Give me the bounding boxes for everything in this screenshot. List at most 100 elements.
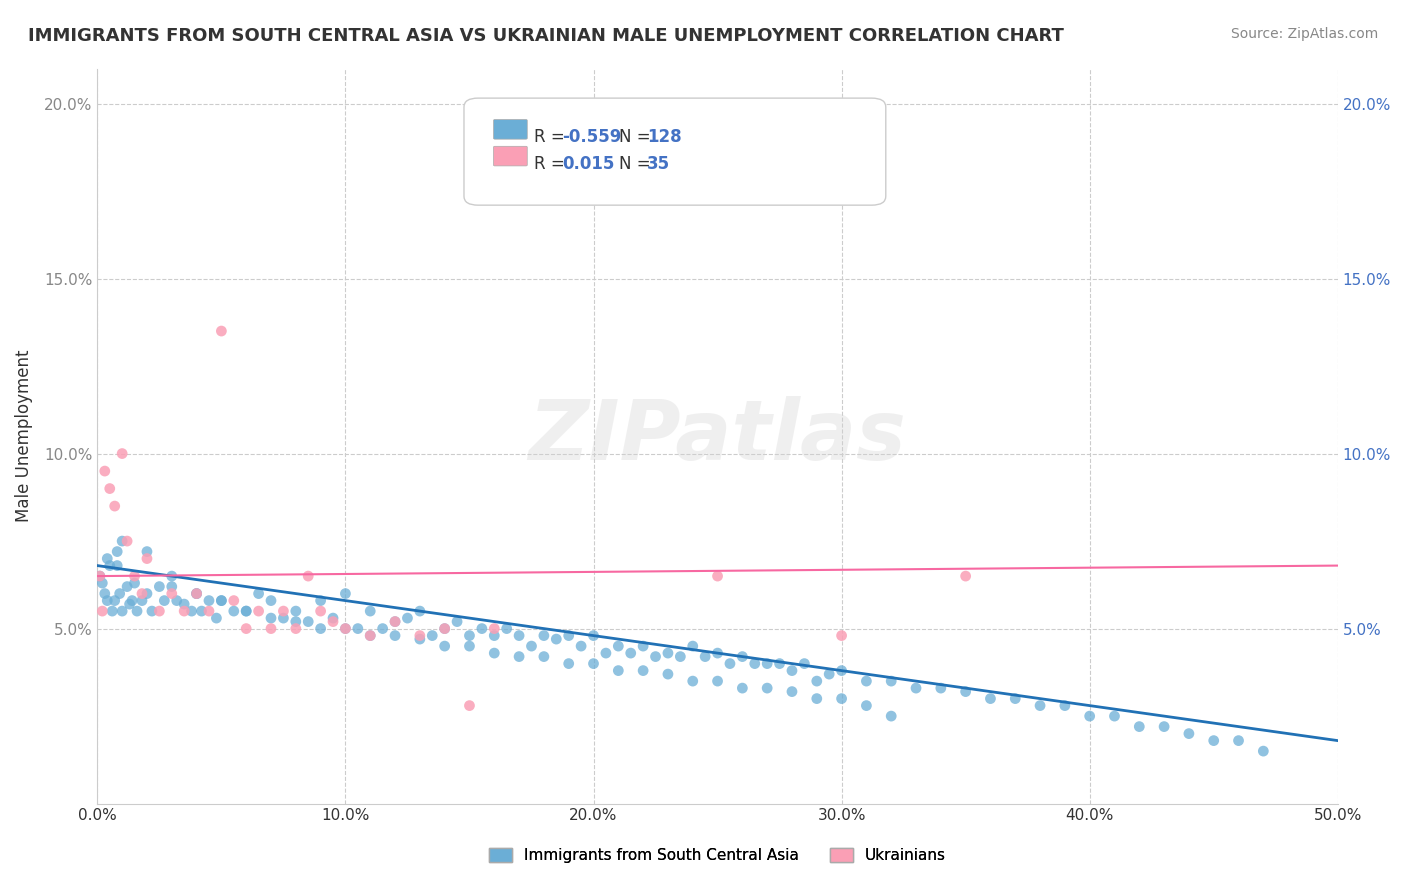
Point bbox=[929, 681, 952, 695]
Point bbox=[484, 646, 506, 660]
Point bbox=[1053, 698, 1076, 713]
Point bbox=[855, 698, 877, 713]
Point bbox=[131, 593, 153, 607]
Point bbox=[744, 657, 766, 671]
Point bbox=[695, 649, 717, 664]
Point bbox=[706, 646, 728, 660]
Point bbox=[657, 667, 679, 681]
Point bbox=[198, 593, 221, 607]
Text: N =: N = bbox=[619, 155, 655, 173]
Point bbox=[458, 629, 481, 643]
Point bbox=[458, 639, 481, 653]
Point bbox=[284, 615, 307, 629]
Point bbox=[94, 586, 117, 600]
Point bbox=[284, 622, 307, 636]
Point bbox=[793, 657, 815, 671]
Point bbox=[768, 657, 790, 671]
Point bbox=[706, 674, 728, 689]
Point bbox=[173, 604, 195, 618]
Point bbox=[384, 629, 406, 643]
Point bbox=[780, 664, 803, 678]
Point bbox=[371, 622, 394, 636]
Point bbox=[420, 629, 443, 643]
Point bbox=[190, 604, 212, 618]
Point bbox=[682, 674, 704, 689]
Point bbox=[148, 604, 170, 618]
Point bbox=[247, 604, 270, 618]
Point bbox=[1202, 733, 1225, 747]
Point bbox=[433, 622, 456, 636]
Point bbox=[198, 604, 221, 618]
Point bbox=[508, 629, 530, 643]
Point bbox=[396, 611, 419, 625]
Point bbox=[186, 586, 208, 600]
Point bbox=[260, 593, 283, 607]
Point bbox=[1253, 744, 1275, 758]
Point bbox=[335, 622, 357, 636]
Point bbox=[124, 576, 146, 591]
Point bbox=[1104, 709, 1126, 723]
Point bbox=[209, 593, 232, 607]
Point bbox=[620, 646, 643, 660]
Point bbox=[111, 534, 134, 549]
Point bbox=[322, 615, 344, 629]
Point bbox=[121, 593, 143, 607]
Point bbox=[546, 632, 568, 646]
Point bbox=[880, 709, 903, 723]
Text: IMMIGRANTS FROM SOUTH CENTRAL ASIA VS UKRAINIAN MALE UNEMPLOYMENT CORRELATION CH: IMMIGRANTS FROM SOUTH CENTRAL ASIA VS UK… bbox=[28, 27, 1064, 45]
Point bbox=[446, 615, 468, 629]
Point bbox=[235, 604, 257, 618]
Point bbox=[806, 691, 828, 706]
Point bbox=[806, 674, 828, 689]
Point bbox=[384, 615, 406, 629]
Text: 35: 35 bbox=[647, 155, 669, 173]
Point bbox=[855, 674, 877, 689]
Point bbox=[111, 446, 134, 460]
Point bbox=[115, 580, 138, 594]
Point bbox=[186, 586, 208, 600]
Point bbox=[104, 593, 127, 607]
Point bbox=[484, 629, 506, 643]
Point bbox=[582, 629, 605, 643]
Point bbox=[247, 586, 270, 600]
Point bbox=[309, 593, 332, 607]
Point bbox=[756, 681, 779, 695]
Point bbox=[273, 604, 295, 618]
Point bbox=[433, 639, 456, 653]
Point bbox=[495, 622, 517, 636]
Point bbox=[669, 649, 692, 664]
Point bbox=[955, 569, 977, 583]
Point bbox=[607, 664, 630, 678]
Point bbox=[148, 580, 170, 594]
Point bbox=[1178, 726, 1201, 740]
Point bbox=[731, 681, 754, 695]
Point bbox=[631, 639, 654, 653]
Point bbox=[186, 586, 208, 600]
Point bbox=[96, 551, 118, 566]
Point bbox=[235, 622, 257, 636]
Point bbox=[166, 593, 188, 607]
Y-axis label: Male Unemployment: Male Unemployment bbox=[15, 350, 32, 523]
Point bbox=[89, 569, 111, 583]
Point bbox=[831, 691, 853, 706]
Point bbox=[136, 544, 159, 558]
Point bbox=[153, 593, 176, 607]
Point bbox=[104, 499, 127, 513]
Point bbox=[347, 622, 370, 636]
Point bbox=[569, 639, 592, 653]
Point bbox=[731, 649, 754, 664]
Point bbox=[1128, 720, 1150, 734]
Text: 128: 128 bbox=[647, 128, 682, 146]
Text: -0.559: -0.559 bbox=[562, 128, 621, 146]
Point bbox=[209, 324, 232, 338]
Point bbox=[124, 569, 146, 583]
Point bbox=[297, 615, 319, 629]
Point bbox=[471, 622, 494, 636]
Legend: Immigrants from South Central Asia, Ukrainians: Immigrants from South Central Asia, Ukra… bbox=[484, 842, 952, 870]
Point bbox=[141, 604, 163, 618]
Point bbox=[335, 586, 357, 600]
Point bbox=[520, 639, 543, 653]
Point bbox=[484, 622, 506, 636]
Point bbox=[160, 586, 183, 600]
Point bbox=[111, 604, 134, 618]
